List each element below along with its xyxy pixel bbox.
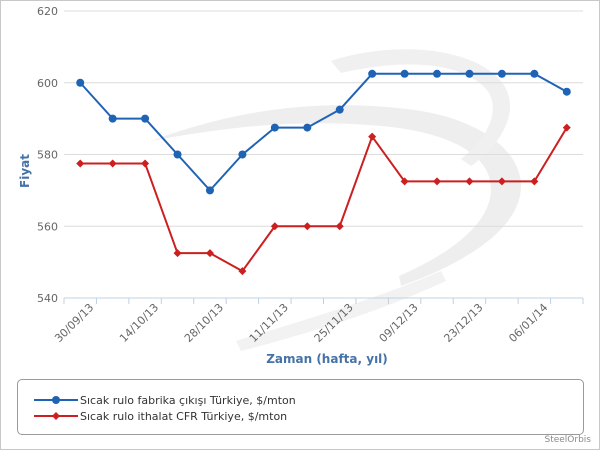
y-tick-label: 580 (37, 149, 58, 162)
data-point (530, 177, 539, 186)
credit-text: SteelOrbis (544, 435, 591, 445)
data-point (497, 69, 506, 78)
legend: Sıcak rulo fabrika çıkışı Türkiye, $/mto… (17, 379, 584, 435)
x-tick-label: 30/09/13 (52, 301, 96, 345)
data-point (173, 249, 182, 258)
data-point (433, 69, 442, 78)
watermark-swoosh-lower (236, 271, 446, 351)
data-point (76, 78, 85, 87)
data-point (108, 159, 117, 168)
x-tick-label: 28/10/13 (182, 301, 226, 345)
data-point (173, 150, 182, 159)
data-point (141, 159, 150, 168)
data-point (76, 159, 85, 168)
legend-marker-diamond-icon (34, 407, 78, 425)
data-point (238, 150, 247, 159)
data-point (270, 222, 279, 231)
data-point (530, 69, 539, 78)
data-point (141, 114, 150, 123)
x-tick-label: 14/10/13 (117, 301, 161, 345)
series-line-1 (79, 72, 568, 192)
data-point (238, 267, 247, 276)
data-point (368, 69, 377, 78)
data-point (205, 249, 214, 258)
data-point (497, 177, 506, 186)
data-point (303, 222, 312, 231)
x-axis-title: Zaman (hafta, yıl) (266, 352, 388, 366)
data-point (335, 222, 344, 231)
data-point (335, 105, 344, 114)
watermark-swoosh-top (331, 49, 510, 166)
data-point (562, 87, 571, 96)
watermark-logo (151, 49, 521, 351)
data-point (465, 69, 474, 78)
grid-lines: 540 560 580 600 620 (37, 5, 583, 305)
data-point (303, 123, 312, 132)
data-point (400, 69, 409, 78)
x-tick-label: 09/12/13 (377, 301, 421, 345)
data-point (400, 177, 409, 186)
watermark-swoosh-upper (151, 105, 521, 286)
legend-label-series-2: Sıcak rulo ithalat CFR Türkiye, $/mton (80, 409, 288, 423)
data-point (368, 132, 377, 141)
data-point (205, 186, 214, 195)
data-point (108, 114, 117, 123)
y-tick-label: 560 (37, 220, 58, 233)
y-axis-title: Fiyat (18, 154, 32, 188)
data-point (562, 123, 571, 132)
legend-marker-circle-icon (34, 391, 78, 409)
x-tick-label: 23/12/13 (441, 301, 485, 345)
legend-item-series-2[interactable]: Sıcak rulo ithalat CFR Türkiye, $/mton (18, 407, 287, 425)
legend-label-series-1: Sıcak rulo fabrika çıkışı Türkiye, $/mto… (80, 393, 296, 407)
series-layer (76, 69, 571, 276)
data-point (433, 177, 442, 186)
series-line-2 (80, 127, 568, 273)
y-tick-label: 600 (37, 77, 58, 90)
y-tick-label: 540 (37, 292, 58, 305)
data-point (465, 177, 474, 186)
data-point (270, 123, 279, 132)
y-tick-label: 620 (37, 5, 58, 18)
x-tick-label: 06/01/14 (506, 301, 550, 345)
legend-item-series-1[interactable]: Sıcak rulo fabrika çıkışı Türkiye, $/mto… (18, 391, 296, 409)
